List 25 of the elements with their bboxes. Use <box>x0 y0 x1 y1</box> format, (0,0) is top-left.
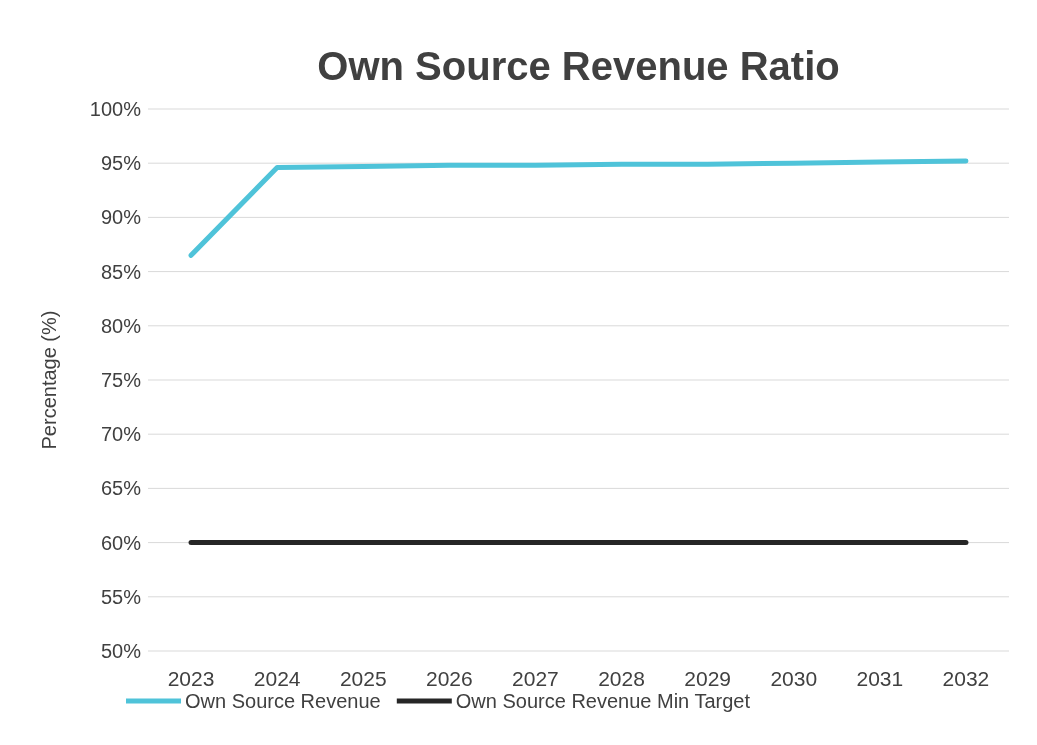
y-tick-label: 90% <box>100 206 142 229</box>
chart-title: Own Source Revenue Ratio <box>317 44 840 88</box>
y-tick-label: 85% <box>100 260 142 283</box>
x-tick-label: 2028 <box>598 667 645 690</box>
y-tick-label: 95% <box>100 152 142 175</box>
y-tick-label: 65% <box>100 477 142 500</box>
y-tick-label: 50% <box>100 640 142 662</box>
x-tick-label: 2032 <box>942 667 990 690</box>
legend-label: Own Source Revenue Min Target <box>455 690 751 712</box>
x-tick-label: 2030 <box>770 667 818 690</box>
y-tick-label: 55% <box>100 585 142 608</box>
x-tick-label: 2027 <box>512 667 559 690</box>
x-tick-label: 2029 <box>684 667 732 690</box>
y-tick-label: 60% <box>100 531 142 554</box>
x-tick-label: 2023 <box>167 667 215 690</box>
x-tick-label: 2031 <box>856 667 904 690</box>
x-tick-label: 2024 <box>253 667 301 690</box>
y-axis-title: Percentage (%) <box>38 310 60 450</box>
x-tick-label: 2025 <box>339 667 387 690</box>
y-tick-label: 70% <box>100 423 142 446</box>
x-tick-label: 2026 <box>425 667 473 690</box>
y-tick-label: 80% <box>100 314 142 337</box>
legend-label: Own Source Revenue <box>185 690 381 712</box>
y-tick-label: 100% <box>89 98 142 120</box>
y-tick-label: 75% <box>100 369 142 391</box>
